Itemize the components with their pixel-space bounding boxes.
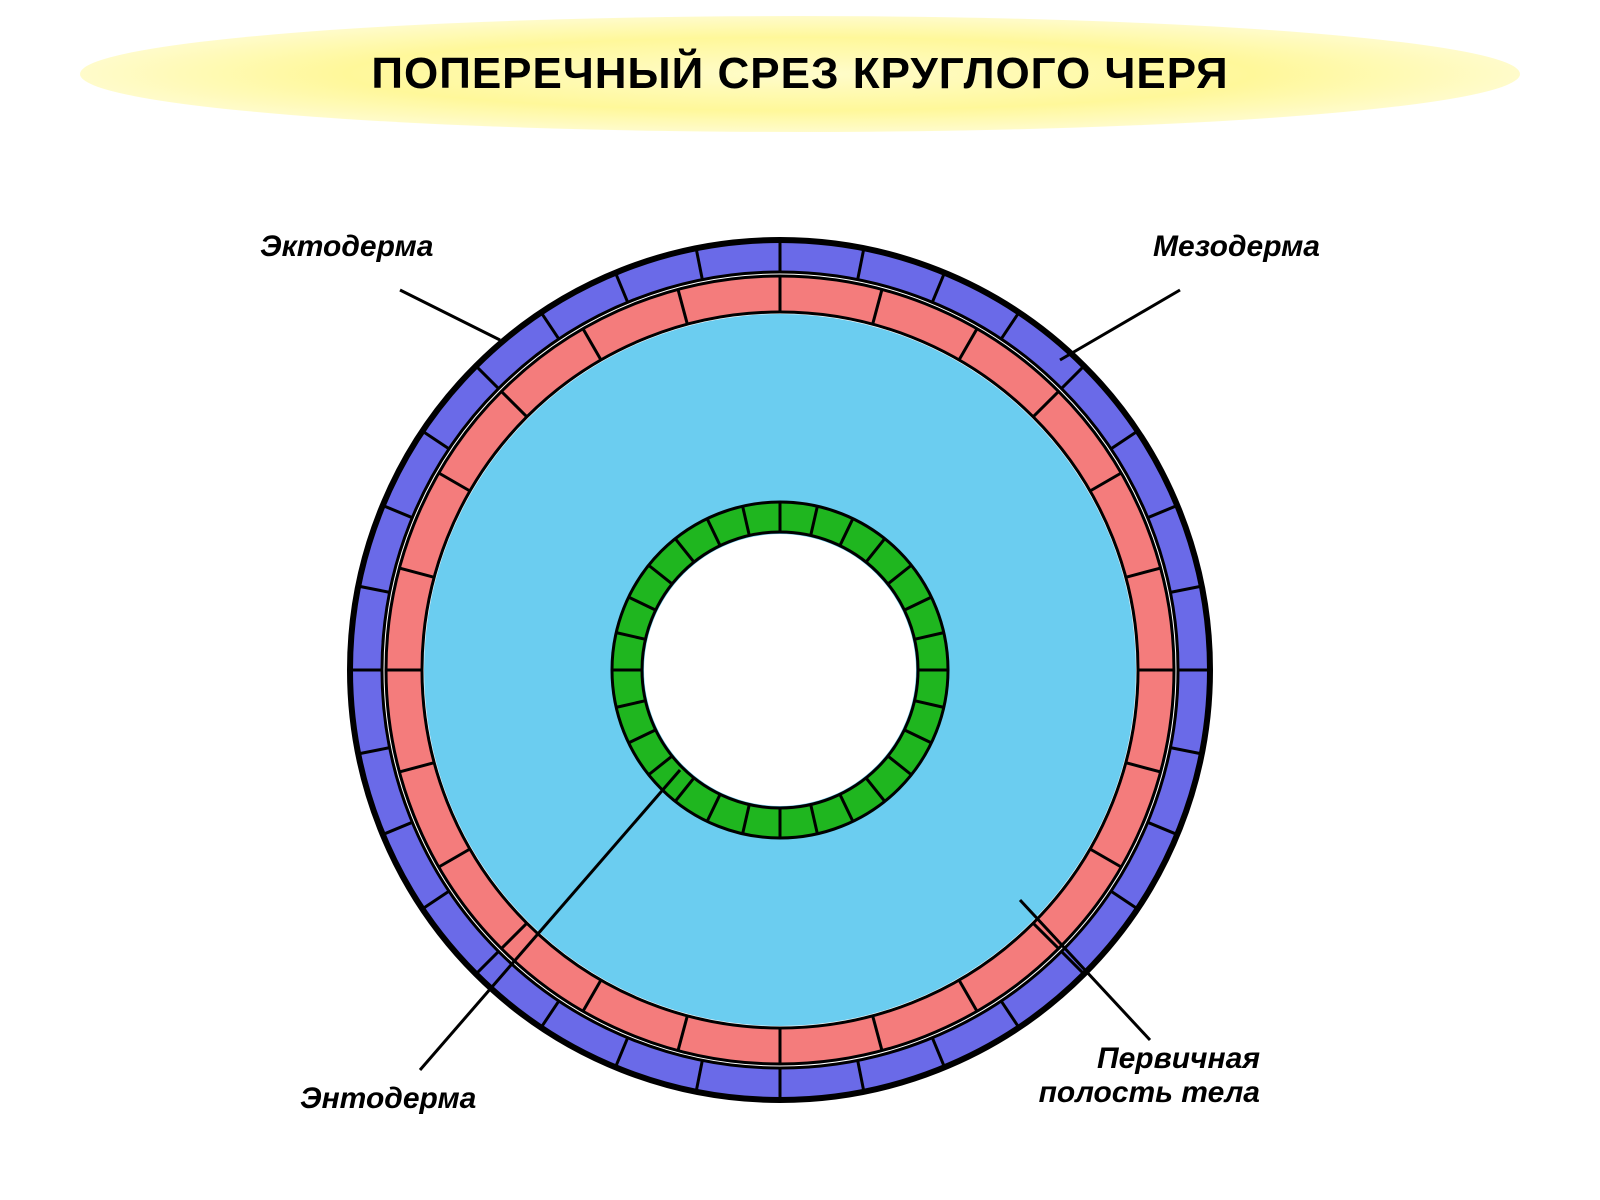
label-body-cavity-line1: Первичная xyxy=(1097,1042,1260,1075)
diagram-stage: { "title": { "text": "ПОПЕРЕЧНЫЙ СРЕЗ КР… xyxy=(0,0,1600,1200)
label-endoderm: Энтодерма xyxy=(300,1082,476,1116)
cross-section-diagram xyxy=(0,0,1600,1200)
label-body-cavity: Первичная полость тела xyxy=(1039,1042,1260,1110)
label-ectoderm: Эктодерма xyxy=(260,230,433,264)
label-body-cavity-line2: полость тела xyxy=(1039,1076,1260,1109)
label-mesoderm: Мезодерма xyxy=(1153,230,1320,264)
